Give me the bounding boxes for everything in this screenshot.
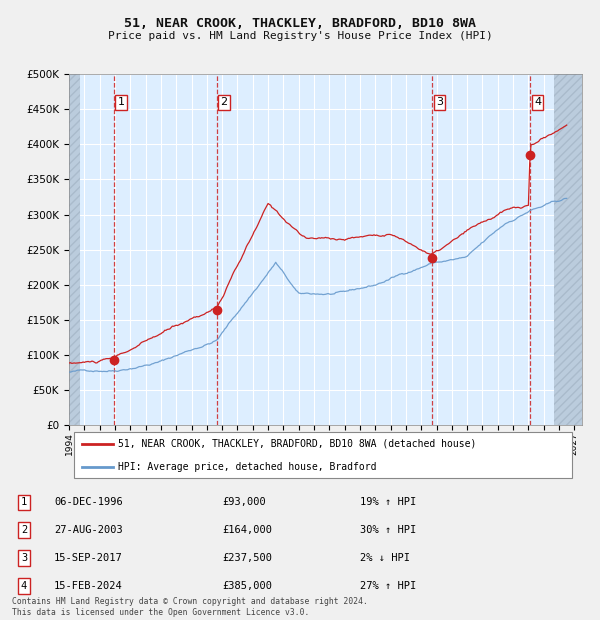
Text: 4: 4: [21, 581, 27, 591]
Text: Contains HM Land Registry data © Crown copyright and database right 2024.
This d: Contains HM Land Registry data © Crown c…: [12, 598, 368, 617]
Text: £237,500: £237,500: [222, 553, 272, 563]
Text: 2: 2: [221, 97, 228, 107]
Text: 27-AUG-2003: 27-AUG-2003: [54, 525, 123, 535]
Text: 19% ↑ HPI: 19% ↑ HPI: [360, 497, 416, 507]
Text: 2: 2: [21, 525, 27, 535]
Text: HPI: Average price, detached house, Bradford: HPI: Average price, detached house, Brad…: [118, 463, 376, 472]
Bar: [69, 74, 80, 425]
Text: 30% ↑ HPI: 30% ↑ HPI: [360, 525, 416, 535]
Text: £385,000: £385,000: [222, 581, 272, 591]
Text: 51, NEAR CROOK, THACKLEY, BRADFORD, BD10 8WA: 51, NEAR CROOK, THACKLEY, BRADFORD, BD10…: [124, 17, 476, 30]
Text: Price paid vs. HM Land Registry's House Price Index (HPI): Price paid vs. HM Land Registry's House …: [107, 31, 493, 41]
Text: 1: 1: [118, 97, 125, 107]
Text: 3: 3: [21, 553, 27, 563]
Text: 1: 1: [21, 497, 27, 507]
Text: 3: 3: [436, 97, 443, 107]
Text: £164,000: £164,000: [222, 525, 272, 535]
FancyBboxPatch shape: [74, 432, 572, 479]
Text: 51, NEAR CROOK, THACKLEY, BRADFORD, BD10 8WA (detached house): 51, NEAR CROOK, THACKLEY, BRADFORD, BD10…: [118, 439, 476, 449]
Text: 15-SEP-2017: 15-SEP-2017: [54, 553, 123, 563]
Text: 2% ↓ HPI: 2% ↓ HPI: [360, 553, 410, 563]
Text: 4: 4: [534, 97, 541, 107]
Text: £93,000: £93,000: [222, 497, 266, 507]
Text: 27% ↑ HPI: 27% ↑ HPI: [360, 581, 416, 591]
Text: 15-FEB-2024: 15-FEB-2024: [54, 581, 123, 591]
Bar: [554, 74, 585, 425]
Text: 06-DEC-1996: 06-DEC-1996: [54, 497, 123, 507]
